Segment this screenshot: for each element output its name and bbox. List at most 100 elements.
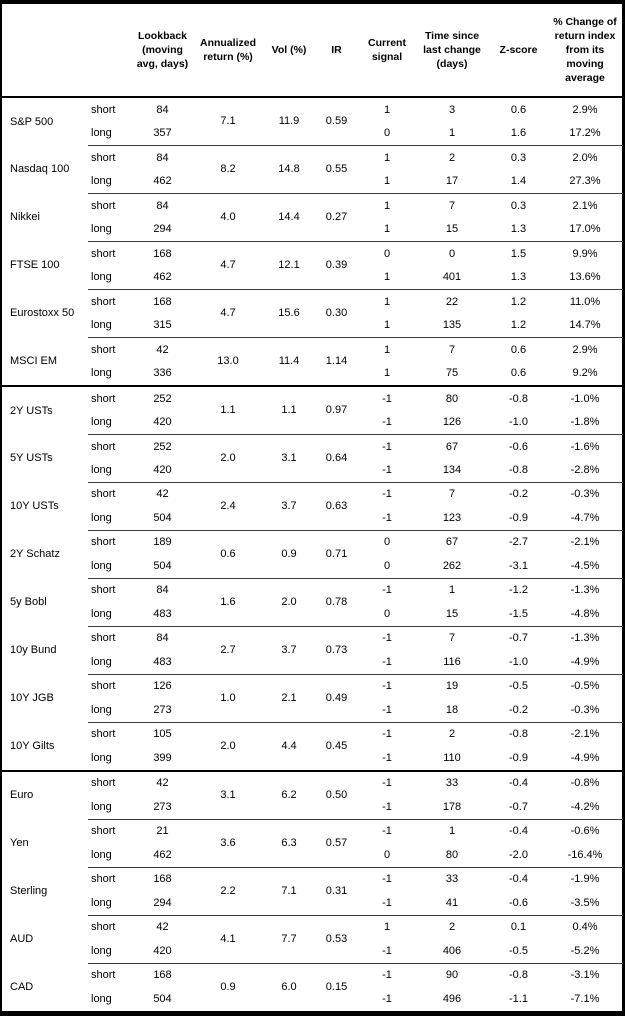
pct-change-value: -1.0% bbox=[547, 384, 623, 411]
z-score-value: -0.8 bbox=[490, 721, 547, 747]
horizon-label: short bbox=[88, 192, 134, 218]
pct-change-value: -1.8% bbox=[570, 416, 600, 429]
current-signal-value: 1 bbox=[360, 192, 414, 218]
vol-value: 12.1 bbox=[265, 240, 313, 290]
lookback-value: 420 bbox=[153, 944, 172, 957]
z-score-value: -1.0 bbox=[509, 655, 528, 668]
table-row: long 504 -1 496 -1.1 -7.1% bbox=[2, 987, 623, 1011]
vol-value: 2.1 bbox=[265, 673, 313, 723]
table-row: 5Y USTs short 252 2.0 3.1 0.64 -1 67 -0.6 -1.6% bbox=[2, 433, 623, 483]
vol-value: 6.2 bbox=[265, 769, 313, 820]
table-row: FTSE 100 short 168 4.7 12.1 0.39 0 0 1.5 9.9% bbox=[2, 240, 623, 290]
vol-value: 4.4 bbox=[265, 721, 313, 771]
z-score-value: 1.2 bbox=[490, 288, 547, 314]
lookback-value: 84 bbox=[134, 625, 191, 651]
current-signal-value: -1 bbox=[360, 769, 414, 796]
z-score-value: 0.3 bbox=[490, 144, 547, 170]
z-score-value: -0.4 bbox=[490, 818, 547, 844]
z-score-value: 1.4 bbox=[510, 175, 527, 188]
horizon-label: short bbox=[88, 577, 134, 603]
current-signal-value: -1 bbox=[382, 944, 392, 957]
vol-value: 14.4 bbox=[265, 192, 313, 242]
horizon-label: short bbox=[88, 721, 134, 747]
pct-change-value: -0.6% bbox=[547, 818, 623, 844]
annualized-return-value: 1.6 bbox=[191, 577, 265, 627]
table-row: long 462 0 80 -2.0 -16.4% bbox=[2, 843, 623, 867]
time-since-change-value: 22 bbox=[414, 288, 490, 314]
ir-value: 0.30 bbox=[313, 288, 360, 338]
vol-value: 15.6 bbox=[265, 288, 313, 338]
pct-change-value: 0.4% bbox=[547, 914, 623, 940]
lookback-value: 336 bbox=[153, 367, 172, 380]
ir-value: 0.57 bbox=[313, 818, 360, 868]
horizon-label: short bbox=[88, 769, 134, 796]
asset-name: Sterling bbox=[10, 885, 48, 898]
asset-name: CAD bbox=[10, 980, 34, 993]
lookback-value: 315 bbox=[153, 319, 172, 332]
annualized-return-value: 1.1 bbox=[191, 384, 265, 435]
time-since-change-value: 401 bbox=[442, 271, 462, 284]
z-score-value: -0.5 bbox=[509, 944, 528, 957]
z-score-value: 0.1 bbox=[490, 914, 547, 940]
current-signal-value: -1 bbox=[382, 655, 392, 668]
current-signal-value: -1 bbox=[382, 703, 392, 716]
z-score-value: -1.0 bbox=[509, 416, 528, 429]
ir-value: 0.78 bbox=[313, 577, 360, 627]
horizon-label: long bbox=[91, 271, 112, 284]
z-score-value: 1.6 bbox=[510, 127, 527, 140]
header-current-signal: Current signal bbox=[360, 4, 414, 98]
lookback-value: 126 bbox=[134, 673, 191, 699]
lookback-value: 84 bbox=[156, 103, 169, 116]
pct-change-value: 2.9% bbox=[547, 336, 623, 362]
header-row: Lookback (moving avg, days) Annualized r… bbox=[2, 4, 623, 98]
time-since-change-value: 7 bbox=[414, 336, 490, 362]
asset-name: AUD bbox=[10, 932, 34, 945]
pct-change-value: -16.4% bbox=[567, 848, 603, 861]
current-signal-value: -1 bbox=[360, 721, 414, 747]
pct-change-value: 17.2% bbox=[569, 127, 601, 140]
time-since-change-value: 75 bbox=[445, 367, 459, 380]
lookback-value: 42 bbox=[134, 769, 191, 796]
ir-value: 0.31 bbox=[313, 866, 360, 916]
header-z-score: Z-score bbox=[490, 4, 547, 98]
lookback-value: 168 bbox=[134, 240, 191, 266]
lookback-value: 420 bbox=[153, 464, 172, 476]
lookback-value: 42 bbox=[134, 914, 191, 940]
lookback-value: 42 bbox=[134, 481, 191, 507]
lookback-value: 105 bbox=[134, 721, 191, 747]
lookback-value: 84 bbox=[134, 577, 191, 603]
pct-change-value: -0.3% bbox=[570, 703, 600, 716]
annualized-return-value: 8.2 bbox=[191, 144, 265, 194]
horizon-label: short bbox=[88, 818, 134, 844]
lookback-value: 462 bbox=[153, 271, 172, 284]
time-since-change-value: 135 bbox=[442, 319, 462, 332]
pct-change-value: 9.9% bbox=[547, 240, 623, 266]
horizon-label: long bbox=[91, 944, 112, 957]
asset-name: 2Y Schatz bbox=[10, 548, 60, 561]
z-score-value: -0.8 bbox=[509, 464, 528, 476]
z-score-value: -0.9 bbox=[509, 751, 528, 764]
pct-change-value: -1.3% bbox=[547, 577, 623, 603]
lookback-value: 483 bbox=[153, 655, 172, 668]
pct-change-value: -4.8% bbox=[570, 607, 600, 620]
annualized-return-value: 2.0 bbox=[191, 433, 265, 483]
lookback-value: 42 bbox=[134, 336, 191, 362]
vol-value: 14.8 bbox=[265, 144, 313, 194]
z-score-value: 1.3 bbox=[510, 271, 527, 284]
vol-value: 6.0 bbox=[265, 962, 313, 1011]
lookback-value: 273 bbox=[153, 800, 172, 813]
vol-value: 3.7 bbox=[265, 481, 313, 531]
current-signal-value: -1 bbox=[382, 800, 392, 813]
lookback-value: 273 bbox=[153, 703, 172, 716]
horizon-label: short bbox=[88, 962, 134, 987]
pct-change-value: -4.9% bbox=[570, 655, 600, 668]
current-signal-value: 1 bbox=[383, 367, 391, 380]
pct-change-value: 13.6% bbox=[569, 271, 601, 284]
horizon-label: short bbox=[88, 288, 134, 314]
pct-change-value: 11.0% bbox=[547, 288, 623, 314]
table-row: long 504 0 262 -3.1 -4.5% bbox=[2, 554, 623, 578]
asset-name: 10Y USTs bbox=[10, 500, 59, 513]
pct-change-value: -0.3% bbox=[547, 481, 623, 507]
annualized-return-value: 7.1 bbox=[220, 115, 236, 128]
asset-name: 10y Bund bbox=[10, 644, 57, 657]
